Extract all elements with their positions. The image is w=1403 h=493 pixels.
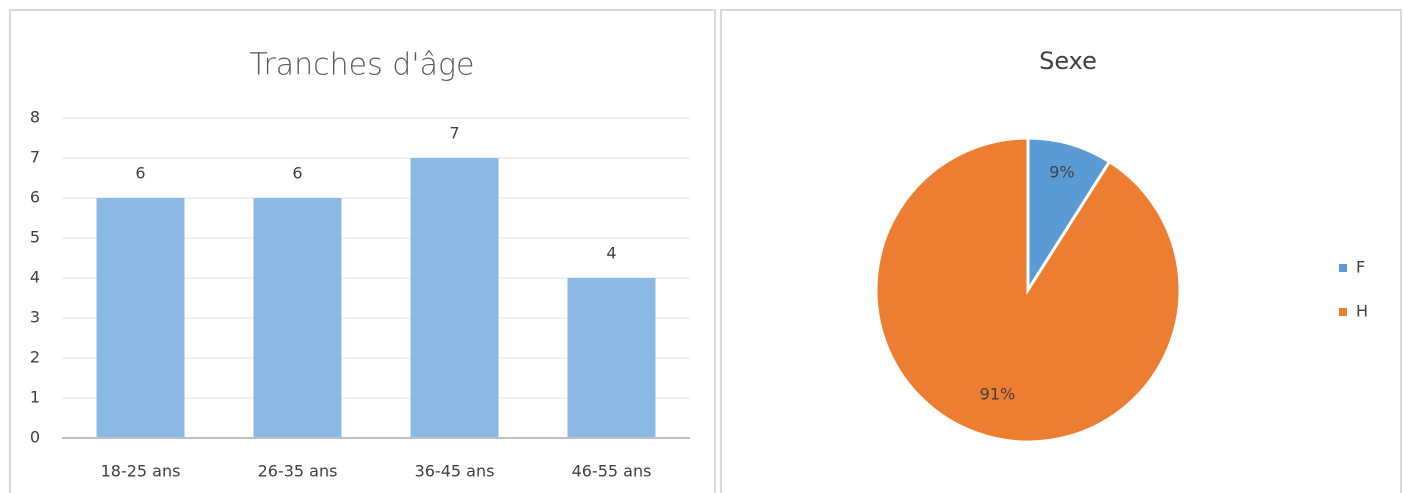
- pie-slice: [874, 136, 1182, 444]
- data-label: 4: [606, 244, 616, 263]
- data-label: 9%: [1049, 163, 1074, 182]
- legend-label: F: [1356, 258, 1365, 277]
- y-tick-label: 4: [30, 268, 40, 287]
- y-tick-label: 6: [30, 188, 40, 207]
- x-tick-label: 46-55 ans: [572, 462, 652, 481]
- bar: [96, 198, 185, 438]
- y-tick-label: 8: [30, 108, 40, 127]
- y-tick-label: 0: [30, 428, 40, 447]
- x-tick-label: 26-35 ans: [258, 462, 338, 481]
- y-tick-label: 5: [30, 228, 40, 247]
- legend-label: H: [1356, 302, 1368, 321]
- data-label: 91%: [980, 385, 1016, 404]
- x-tick-label: 18-25 ans: [101, 462, 181, 481]
- legend-swatch: [1339, 308, 1347, 316]
- bar: [253, 198, 342, 438]
- chart-title: Sexe: [1039, 47, 1097, 75]
- pie-slice: [1026, 136, 1112, 296]
- x-tick-label: 36-45 ans: [415, 462, 495, 481]
- legend-swatch: [1339, 264, 1347, 272]
- chart-title: Tranches d'âge: [250, 48, 475, 83]
- bar: [567, 278, 656, 438]
- y-tick-label: 1: [30, 388, 40, 407]
- bar: [410, 158, 499, 438]
- data-label: 7: [449, 124, 459, 143]
- y-tick-label: 7: [30, 148, 40, 167]
- y-tick-label: 2: [30, 348, 40, 367]
- data-label: 6: [135, 164, 145, 183]
- data-label: 6: [292, 164, 302, 183]
- y-tick-label: 3: [30, 308, 40, 327]
